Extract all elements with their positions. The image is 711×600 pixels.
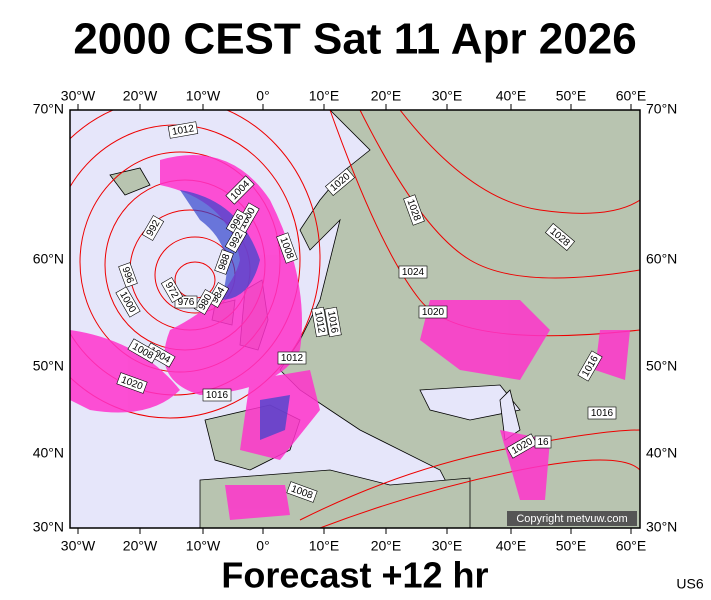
isobar-label-box bbox=[115, 286, 141, 318]
lon-label: 30°E bbox=[432, 538, 463, 554]
title: 2000 CEST Sat 11 Apr 2026 bbox=[73, 15, 636, 64]
isobar-label: 1020 bbox=[422, 307, 445, 318]
lon-label: 50°E bbox=[556, 88, 587, 104]
isobar-label-box bbox=[506, 433, 538, 459]
isobar-label-box bbox=[225, 175, 255, 205]
isobar-label-box bbox=[118, 262, 138, 288]
lat-label: 30°N bbox=[646, 519, 677, 535]
isobar-label-box bbox=[403, 194, 425, 226]
copyright: Copyright metvuw.com bbox=[516, 513, 627, 525]
isobar-label-box bbox=[116, 372, 148, 394]
isobar-label: 1016 bbox=[591, 408, 614, 419]
copyright-box bbox=[507, 511, 637, 526]
isobar-label-box bbox=[544, 222, 576, 252]
isobar-label-group: 1012 bbox=[167, 121, 199, 139]
isobar-label-box bbox=[577, 350, 603, 382]
footer: Forecast +12 hr bbox=[221, 555, 488, 596]
map bbox=[70, 110, 640, 528]
isobar-label-box bbox=[398, 265, 428, 279]
lon-label: 50°E bbox=[556, 538, 587, 554]
isobar-label-box bbox=[224, 227, 248, 253]
isobar-label-group: 1016 bbox=[587, 406, 617, 420]
lat-label: 50°N bbox=[646, 358, 677, 374]
lat-label: 30°N bbox=[33, 519, 64, 535]
lat-label: 40°N bbox=[33, 445, 64, 461]
isobar-label-group: 988 bbox=[214, 249, 234, 275]
isobar-label-box bbox=[214, 249, 234, 275]
isobar-label-group: 976 bbox=[174, 295, 198, 309]
isobar-label-box bbox=[141, 215, 165, 241]
lat-label: 70°N bbox=[646, 101, 677, 117]
isobar-label-group: 16 bbox=[534, 435, 552, 449]
isobar-label: 1012 bbox=[312, 310, 327, 334]
lon-label: 20°W bbox=[123, 538, 158, 554]
lon-label: 10°W bbox=[186, 88, 221, 104]
lon-label: 30°W bbox=[61, 538, 96, 554]
isobar-label-box bbox=[324, 167, 356, 197]
lon-label: 60°E bbox=[616, 538, 647, 554]
isobar-label-box bbox=[534, 435, 552, 449]
lat-label: 60°N bbox=[33, 251, 64, 267]
lon-label: 20°E bbox=[371, 88, 402, 104]
isobar-label-group: 1020 bbox=[418, 305, 448, 319]
map-frame bbox=[69, 109, 641, 529]
isobar-label-box bbox=[277, 351, 307, 365]
lat-label: 70°N bbox=[33, 101, 64, 117]
isobar-label-box bbox=[587, 406, 617, 420]
isobar-label-group: 1012 bbox=[311, 306, 329, 338]
isobar-label-group: 996 bbox=[118, 262, 138, 288]
isobar-label-group: 1016 bbox=[202, 388, 232, 402]
isobar-label-box bbox=[193, 289, 217, 315]
isobar-label: 1012 bbox=[281, 353, 304, 364]
lon-label: 20°W bbox=[123, 88, 158, 104]
isobar-label-box bbox=[167, 121, 199, 139]
lon-label: 40°E bbox=[496, 538, 527, 554]
isobar-label-box bbox=[127, 338, 159, 364]
lat-label: 50°N bbox=[33, 358, 64, 374]
isobar-label-box bbox=[160, 277, 184, 303]
lon-label: 10°E bbox=[309, 88, 340, 104]
isobar-label-box bbox=[418, 305, 448, 319]
isobar-label: 1012 bbox=[171, 123, 195, 138]
isobar-label-box bbox=[276, 232, 298, 264]
isobar-label: 1016 bbox=[206, 390, 229, 401]
isobar-label-box bbox=[286, 481, 318, 503]
isobar-label-box bbox=[174, 295, 198, 309]
isobar-label-box bbox=[202, 388, 232, 402]
lon-label: 60°E bbox=[616, 88, 647, 104]
isobar-label-group: 1024 bbox=[398, 265, 428, 279]
lon-label: 30°W bbox=[61, 88, 96, 104]
isobar-label-group: 1012 bbox=[277, 351, 307, 365]
isobar-label: 976 bbox=[178, 297, 195, 308]
lon-label: 10°E bbox=[309, 538, 340, 554]
lon-label: 0° bbox=[256, 538, 269, 554]
isobar-label-group: 1016 bbox=[324, 306, 342, 338]
lon-label: 10°W bbox=[186, 538, 221, 554]
isobar-label: 1024 bbox=[402, 267, 425, 278]
isobar-label: 16 bbox=[537, 437, 549, 448]
isobar-label-box bbox=[311, 306, 329, 338]
lat-label: 60°N bbox=[646, 251, 677, 267]
isobar-label-box bbox=[324, 306, 342, 338]
lon-label: 0° bbox=[256, 88, 269, 104]
isobar-label-box bbox=[225, 209, 249, 235]
lat-label: 40°N bbox=[646, 445, 677, 461]
lon-label: 30°E bbox=[432, 88, 463, 104]
lon-label: 40°E bbox=[496, 88, 527, 104]
code: US6 bbox=[676, 576, 703, 592]
isobar-label: 1016 bbox=[325, 310, 340, 334]
lon-label: 20°E bbox=[371, 538, 402, 554]
